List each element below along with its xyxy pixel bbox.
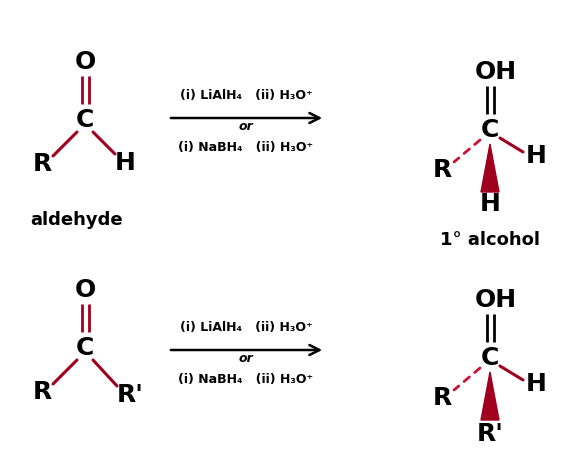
Text: C: C — [76, 108, 94, 132]
Text: H: H — [115, 151, 136, 175]
Text: C: C — [481, 346, 499, 370]
Text: R: R — [432, 158, 452, 182]
Text: or: or — [238, 120, 253, 133]
Polygon shape — [481, 144, 499, 192]
Text: C: C — [76, 336, 94, 360]
Text: H: H — [525, 144, 546, 168]
Text: O: O — [74, 278, 96, 302]
Text: OH: OH — [475, 60, 517, 84]
Text: R: R — [432, 386, 452, 410]
Text: R': R' — [477, 422, 503, 446]
Text: or: or — [238, 351, 253, 364]
Text: H: H — [525, 372, 546, 396]
Text: aldehyde: aldehyde — [31, 211, 124, 229]
Text: R: R — [32, 152, 52, 176]
Text: O: O — [74, 50, 96, 74]
Text: (i) LiAlH₄   (ii) H₃O⁺: (i) LiAlH₄ (ii) H₃O⁺ — [180, 89, 312, 102]
Text: 1° alcohol: 1° alcohol — [440, 231, 540, 249]
Text: C: C — [481, 118, 499, 142]
Text: H: H — [480, 192, 501, 216]
Polygon shape — [481, 372, 499, 420]
Text: OH: OH — [475, 288, 517, 312]
Text: R': R' — [117, 383, 143, 407]
Text: (i) LiAlH₄   (ii) H₃O⁺: (i) LiAlH₄ (ii) H₃O⁺ — [180, 322, 312, 335]
Text: R: R — [32, 380, 52, 404]
Text: (i) NaBH₄   (ii) H₃O⁺: (i) NaBH₄ (ii) H₃O⁺ — [179, 373, 314, 387]
Text: (i) NaBH₄   (ii) H₃O⁺: (i) NaBH₄ (ii) H₃O⁺ — [179, 142, 314, 155]
